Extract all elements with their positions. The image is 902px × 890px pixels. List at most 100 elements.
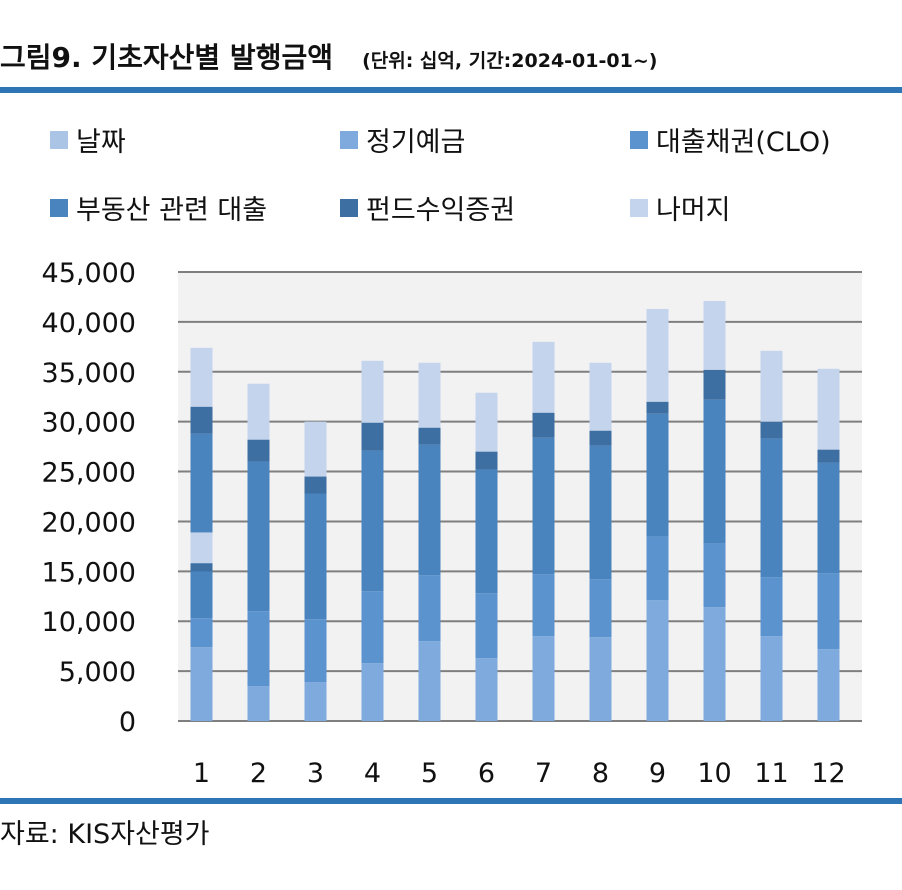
bar-segment bbox=[589, 430, 612, 446]
legend-label: 날짜 bbox=[76, 127, 126, 158]
bar-segment bbox=[817, 462, 840, 574]
y-tick-label: 30,000 bbox=[42, 408, 136, 439]
bar-segment bbox=[817, 649, 840, 721]
chart-title-main: 그림9. 기초자산별 발행금액 bbox=[0, 41, 333, 74]
bar-segment bbox=[760, 636, 783, 721]
bar-segment bbox=[589, 362, 612, 431]
x-tick-label: 10 bbox=[697, 758, 731, 789]
legend-item-1: 정기예금 bbox=[340, 120, 465, 159]
bar-segment bbox=[190, 406, 213, 434]
bar-segment bbox=[532, 412, 555, 438]
bar-segment bbox=[646, 308, 669, 402]
stacked-bar-chart: 0 5,000 10,000 15,000 20,000 25,000 30,000 35,0… bbox=[42, 258, 862, 789]
x-tick-label: 6 bbox=[478, 758, 495, 789]
bar-segment bbox=[247, 611, 270, 687]
x-tick-label: 1 bbox=[193, 758, 210, 789]
y-tick-label: 20,000 bbox=[42, 507, 136, 538]
source-note: 자료: KIS자산평가 bbox=[0, 819, 210, 850]
legend-swatch bbox=[340, 198, 358, 217]
legend-swatch bbox=[630, 130, 648, 149]
bar-segment bbox=[304, 476, 327, 494]
bar-segment bbox=[646, 536, 669, 601]
bar-segment bbox=[817, 449, 840, 463]
x-tick-label: 4 bbox=[364, 758, 381, 789]
bar-segment bbox=[760, 577, 783, 637]
bar-segment bbox=[247, 439, 270, 462]
bar-segment bbox=[247, 461, 270, 612]
bottom-rule bbox=[0, 798, 902, 804]
bar-segment bbox=[703, 543, 726, 608]
y-tick-label: 5,000 bbox=[59, 657, 136, 688]
y-tick-label: 15,000 bbox=[42, 557, 136, 588]
x-tick-label: 12 bbox=[811, 758, 845, 789]
bar-segment bbox=[646, 413, 669, 537]
bar-segment bbox=[418, 641, 441, 721]
bar-segment bbox=[646, 401, 669, 414]
chart-title-unit: (단위: 십억, 기간:2024-01-01~) bbox=[362, 50, 658, 72]
bar-segment bbox=[817, 368, 840, 450]
x-tick-label: 9 bbox=[649, 758, 666, 789]
bar-segment bbox=[532, 574, 555, 637]
legend-swatch bbox=[50, 198, 68, 217]
chart-title: 그림9. 기초자산별 발행금액 (단위: 십억, 기간:2024-01-01~) bbox=[0, 36, 657, 76]
plot-area bbox=[178, 272, 862, 721]
legend-item-5: 나머지 bbox=[630, 188, 731, 227]
legend-item-4: 펀드수익증권 bbox=[340, 188, 515, 227]
bar-segment bbox=[760, 438, 783, 578]
bar-segment bbox=[589, 445, 612, 580]
bar-segment bbox=[190, 347, 213, 407]
bar-segment bbox=[475, 392, 498, 452]
bar-segment bbox=[532, 437, 555, 575]
bar-segment bbox=[703, 300, 726, 370]
bar-segment bbox=[361, 360, 384, 423]
top-rule bbox=[0, 87, 902, 93]
legend-label: 대출채권(CLO) bbox=[656, 127, 831, 158]
x-tick-label: 3 bbox=[307, 758, 324, 789]
bar-segment bbox=[361, 422, 384, 451]
y-tick-label: 25,000 bbox=[42, 458, 136, 489]
bar-segment bbox=[247, 383, 270, 440]
legend-swatch bbox=[630, 198, 648, 217]
y-tick-label: 0 bbox=[119, 707, 136, 738]
bar-inset-segment bbox=[190, 532, 213, 564]
bar-segment bbox=[247, 686, 270, 721]
bar-segment bbox=[418, 362, 441, 428]
legend-label: 나머지 bbox=[656, 195, 731, 226]
bar-segment bbox=[190, 647, 213, 721]
bar-segment bbox=[475, 451, 498, 470]
bar-segment bbox=[418, 575, 441, 642]
bar-inset-segment bbox=[190, 563, 213, 572]
legend-item-2: 대출채권(CLO) bbox=[630, 120, 831, 159]
bar-segment bbox=[361, 591, 384, 664]
x-tick-label: 5 bbox=[421, 758, 438, 789]
legend-label: 부동산 관련 대출 bbox=[76, 195, 268, 226]
bar-segment bbox=[532, 341, 555, 413]
legend-item-0: 날짜 bbox=[50, 120, 126, 159]
bar-segment bbox=[304, 682, 327, 721]
legend-label: 정기예금 bbox=[366, 127, 466, 158]
x-tick-label: 11 bbox=[754, 758, 788, 789]
x-tick-label: 7 bbox=[535, 758, 552, 789]
bar-segment bbox=[190, 618, 213, 648]
bar-segment bbox=[703, 607, 726, 721]
bar-segment bbox=[304, 421, 327, 477]
bar-segment bbox=[760, 350, 783, 422]
bar-segment bbox=[817, 573, 840, 650]
chart-legend: 날짜 정기예금 대출채권(CLO) 부동산 관련 대출 펀드수익증권 나머지 bbox=[0, 110, 902, 240]
bar-segment bbox=[703, 369, 726, 400]
bar-segment bbox=[190, 433, 213, 619]
bar-segment bbox=[532, 636, 555, 721]
bar-segment bbox=[361, 450, 384, 592]
y-tick-label: 35,000 bbox=[42, 358, 136, 389]
bar-segment bbox=[646, 600, 669, 721]
bar-segment bbox=[304, 619, 327, 683]
bar-segment bbox=[589, 579, 612, 638]
bar-segment bbox=[475, 469, 498, 594]
bar-segment bbox=[760, 421, 783, 439]
bar-segment bbox=[361, 663, 384, 721]
y-tick-label: 40,000 bbox=[42, 308, 136, 339]
legend-swatch bbox=[50, 130, 68, 149]
x-tick-label: 2 bbox=[250, 758, 267, 789]
bar-segment bbox=[589, 637, 612, 721]
bar-segment bbox=[475, 658, 498, 721]
